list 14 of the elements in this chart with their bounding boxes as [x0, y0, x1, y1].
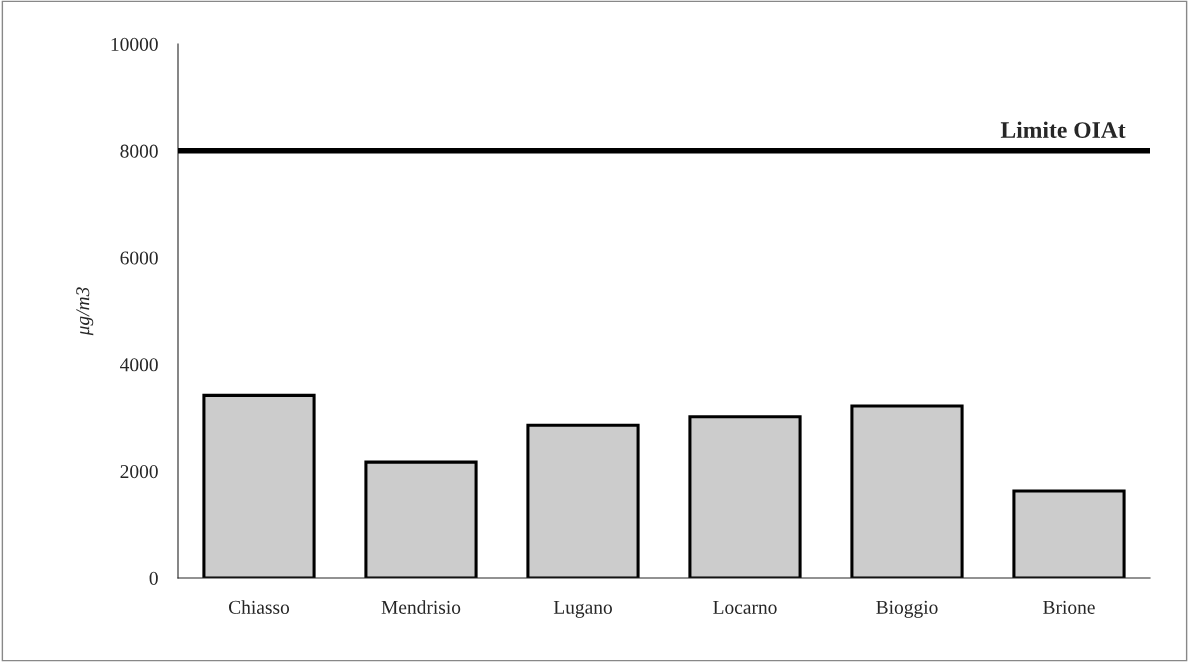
x-tick-label: Locarno: [713, 600, 777, 614]
y-axis-title: μg/m3: [76, 287, 94, 336]
x-tick-label: Lugano: [553, 600, 612, 618]
x-tick-label: Chiasso: [229, 600, 290, 614]
y-tick-label: 4000: [120, 358, 158, 372]
y-tick-label: 8000: [120, 144, 158, 158]
y-tick-label: 6000: [120, 251, 158, 265]
x-tick-label: Brione: [1043, 600, 1095, 614]
y-tick-label: 0: [149, 571, 158, 585]
y-tick-label: 2000: [120, 465, 158, 479]
ref-line-label: Limite OIAt: [1000, 121, 1126, 138]
x-tick-label: Mendrisio: [381, 600, 461, 614]
y-tick-label: 10000: [111, 37, 158, 51]
x-tick-label: Bioggio: [876, 600, 938, 618]
